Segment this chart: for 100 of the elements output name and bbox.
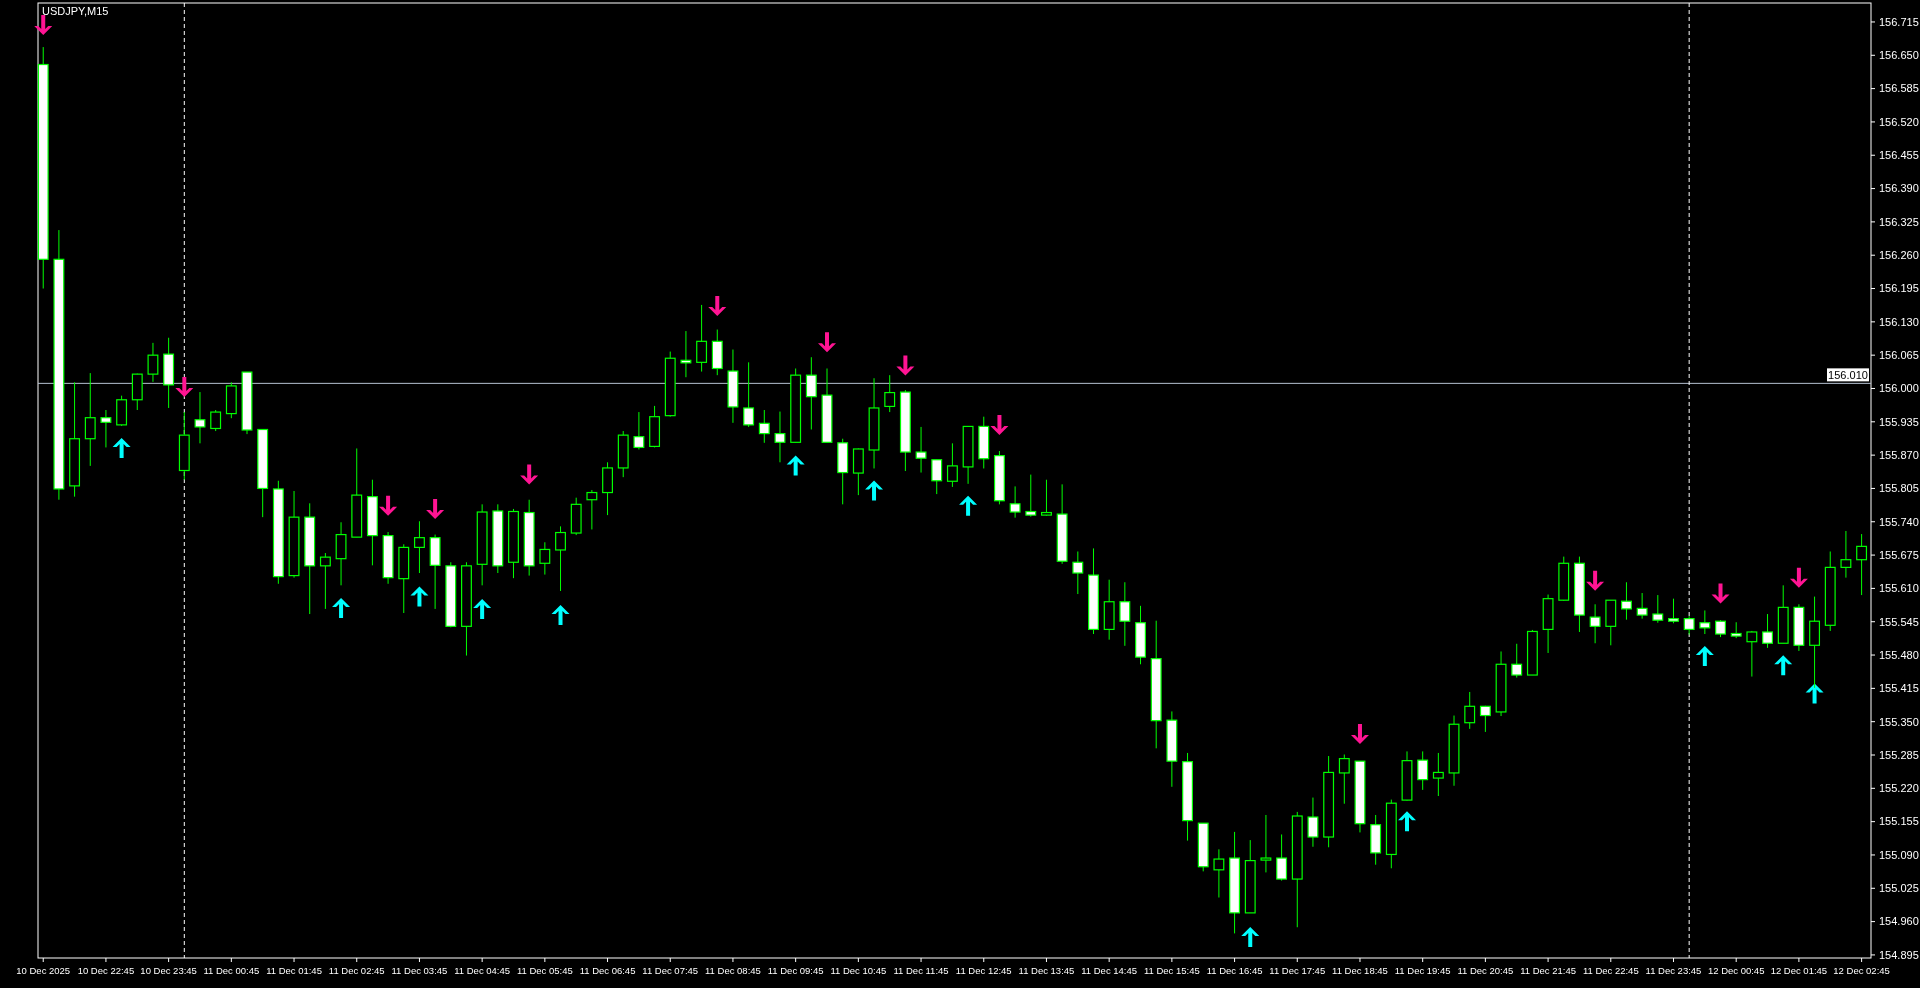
x-tick-label: 11 Dec 05:45 (516, 965, 573, 976)
y-tick-label: 156.520 (1879, 115, 1919, 128)
point (786, 455, 805, 476)
y-tick-label: 156.130 (1879, 315, 1919, 328)
y-tick-label: 155.155 (1879, 815, 1919, 828)
candlestick (680, 330, 692, 378)
y-tick-label: 155.480 (1879, 648, 1919, 661)
point (865, 480, 884, 501)
x-tick-label: 11 Dec 17:45 (1269, 965, 1326, 976)
candlestick (319, 552, 331, 610)
candlestick (100, 409, 112, 448)
y-tick-label: 154.895 (1879, 948, 1919, 961)
x-tick-label: 11 Dec 08:45 (705, 965, 761, 976)
candlestick (586, 489, 598, 530)
candlestick (1276, 833, 1288, 882)
y-tick-label: 155.090 (1879, 848, 1919, 861)
point (1695, 646, 1714, 667)
y-tick-label: 155.415 (1879, 682, 1919, 695)
candlestick (1668, 598, 1679, 624)
candlestick (774, 411, 786, 463)
x-tick-label: 11 Dec 18:45 (1332, 965, 1388, 976)
candlestick (1652, 594, 1664, 624)
candlestick (539, 541, 551, 576)
candlestick (1746, 630, 1758, 678)
y-tick-label: 155.285 (1879, 748, 1919, 761)
point (1711, 583, 1730, 604)
candlestick (931, 459, 943, 495)
x-tick-label: 11 Dec 20:45 (1457, 965, 1514, 976)
point (959, 495, 978, 516)
candlestick (84, 372, 96, 467)
candlestick (805, 356, 817, 430)
x-tick-label: 11 Dec 06:45 (579, 965, 636, 976)
x-tick-label: 11 Dec 10:45 (830, 965, 887, 976)
candlestick (1856, 533, 1868, 596)
point (1774, 655, 1793, 676)
point (520, 464, 539, 485)
point (473, 598, 492, 619)
x-tick-label: 11 Dec 22:45 (1582, 965, 1639, 976)
candlestick (1307, 797, 1319, 848)
point (112, 437, 131, 458)
y-tick-label: 156.325 (1879, 215, 1919, 228)
candlestick (147, 342, 159, 383)
x-tick-label: 11 Dec 15:45 (1143, 965, 1200, 976)
x-tick-label: 11 Dec 13:45 (1018, 965, 1075, 976)
candlestick (194, 391, 206, 444)
y-tick-label: 156.195 (1879, 282, 1919, 295)
point (1350, 723, 1369, 744)
point (896, 355, 915, 376)
candlestick (1432, 752, 1444, 797)
point (708, 295, 727, 316)
y-tick-label: 155.740 (1879, 515, 1919, 528)
candlestick (1762, 613, 1773, 649)
y-tick-label: 155.545 (1879, 615, 1919, 628)
candlestick (1636, 592, 1648, 620)
x-tick-label: 11 Dec 01:45 (266, 965, 322, 976)
candlestick (758, 409, 770, 444)
point (332, 597, 351, 618)
candlestick (946, 442, 958, 488)
x-tick-label: 10 Dec 2025 (16, 965, 71, 976)
x-tick-label: 12 Dec 00:45 (1707, 965, 1765, 976)
point (1241, 926, 1260, 947)
y-tick-label: 155.025 (1879, 882, 1919, 895)
candlestick (1213, 848, 1225, 899)
candlestick (633, 411, 645, 450)
y-tick-label: 156.065 (1879, 349, 1919, 362)
candlestick (1511, 643, 1523, 679)
candlestick (1699, 609, 1711, 635)
x-tick-label: 11 Dec 12:45 (955, 965, 1012, 976)
y-tick-label: 155.870 (1879, 448, 1919, 461)
x-tick-label: 11 Dec 11:45 (893, 965, 949, 976)
x-tick-label: 11 Dec 03:45 (391, 965, 448, 976)
point (426, 498, 445, 519)
candlestick (1417, 750, 1429, 791)
x-tick-label: 11 Dec 02:45 (328, 965, 385, 976)
x-tick-label: 11 Dec 04:45 (454, 965, 511, 976)
candlestick (210, 409, 222, 432)
y-tick-label: 156.715 (1879, 15, 1919, 28)
x-tick-label: 11 Dec 14:45 (1081, 965, 1138, 976)
candlestick (743, 361, 755, 428)
candlestick (1464, 691, 1476, 730)
x-tick-label: 11 Dec 16:45 (1206, 965, 1263, 976)
candlestick (1009, 485, 1021, 519)
point (410, 586, 429, 607)
candlestick (1025, 474, 1037, 518)
x-tick-label: 11 Dec 07:45 (642, 965, 699, 976)
ref-line-label: 156.010 (1828, 368, 1868, 381)
y-tick-label: 155.675 (1879, 548, 1919, 561)
y-tick-label: 154.960 (1879, 915, 1919, 928)
point (551, 605, 570, 626)
point (990, 414, 1009, 435)
point (34, 15, 53, 36)
x-tick-label: 12 Dec 02:45 (1833, 965, 1890, 976)
point (1398, 811, 1416, 832)
y-tick-label: 156.585 (1879, 82, 1919, 95)
candlestick (1119, 581, 1131, 647)
x-tick-label: 11 Dec 21:45 (1520, 965, 1576, 976)
point (818, 332, 837, 353)
candlestick (1338, 753, 1350, 805)
y-tick-label: 155.935 (1879, 415, 1919, 428)
y-tick-label: 156.650 (1879, 49, 1919, 62)
